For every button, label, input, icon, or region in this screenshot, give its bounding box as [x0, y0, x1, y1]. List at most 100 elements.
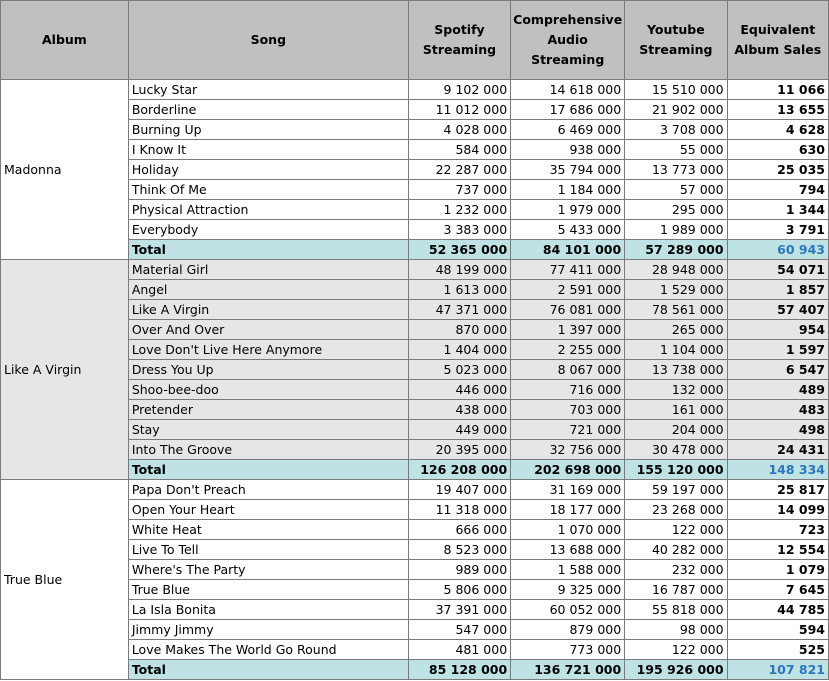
table-row: Think Of Me 737 000 1 184 000 57 000 794: [1, 179, 829, 200]
song-cell: Physical Attraction: [127, 199, 409, 220]
song-cell: Where's The Party: [127, 559, 409, 580]
spotify-cell: 449 000: [407, 419, 512, 440]
spotify-cell: 3 383 000: [407, 219, 512, 240]
table-row: La Isla Bonita 37 391 000 60 052 000 55 818…: [1, 599, 829, 620]
table-row: Live To Tell 8 523 000 13 688 000 40 282 00…: [1, 539, 829, 560]
eas-cell: 498: [726, 419, 829, 440]
total-song-cell: Total: [127, 659, 409, 680]
song-cell: Love Makes The World Go Round: [127, 639, 409, 660]
song-cell: Love Don't Live Here Anymore: [127, 339, 409, 360]
spotify-cell: 19 407 000: [407, 479, 512, 500]
eas-cell: 1 857: [726, 279, 829, 300]
table-row: Holiday 22 287 000 35 794 000 13 773 000 25 …: [1, 159, 829, 180]
table-row: Love Makes The World Go Round 481 000 773 …: [1, 639, 829, 660]
spotify-cell: 37 391 000: [407, 599, 512, 620]
audio-cell: 60 052 000: [510, 599, 626, 620]
youtube-cell: 204 000: [624, 419, 728, 440]
song-cell: Like A Virgin: [127, 299, 409, 320]
audio-cell: 31 169 000: [510, 479, 626, 500]
eas-cell: 12 554: [726, 539, 829, 560]
total-spotify-cell: 126 208 000: [407, 459, 512, 480]
total-eas-cell: 107 821: [726, 659, 829, 680]
song-cell: White Heat: [127, 519, 409, 540]
spotify-cell: 20 395 000: [407, 439, 512, 460]
album-name-cell: True Blue: [0, 479, 129, 680]
song-cell: Stay: [127, 419, 409, 440]
audio-cell: 716 000: [510, 379, 626, 400]
audio-cell: 721 000: [510, 419, 626, 440]
youtube-cell: 98 000: [624, 619, 728, 640]
song-cell: Pretender: [127, 399, 409, 420]
eas-cell: 723: [726, 519, 829, 540]
youtube-cell: 15 510 000: [624, 79, 728, 100]
audio-cell: 1 397 000: [510, 319, 626, 340]
song-cell: Burning Up: [127, 119, 409, 140]
eas-cell: 44 785: [726, 599, 829, 620]
audio-cell: 1 184 000: [510, 179, 626, 200]
eas-cell: 7 645: [726, 579, 829, 600]
spotify-cell: 11 012 000: [407, 99, 512, 120]
spotify-cell: 5 023 000: [407, 359, 512, 380]
total-youtube-cell: 195 926 000: [624, 659, 728, 680]
total-eas-cell: 60 943: [726, 239, 829, 260]
song-cell: Holiday: [127, 159, 409, 180]
table-row: Open Your Heart 11 318 000 18 177 000 23 26…: [1, 499, 829, 520]
table-row: Where's The Party 989 000 1 588 000 232 000…: [1, 559, 829, 580]
spotify-cell: 48 199 000: [407, 259, 512, 280]
audio-cell: 13 688 000: [510, 539, 626, 560]
album-name-cell: Like A Virgin: [0, 259, 129, 480]
table-row: Dress You Up 5 023 000 8 067 000 13 738 000…: [1, 359, 829, 380]
song-cell: Everybody: [127, 219, 409, 240]
audio-cell: 703 000: [510, 399, 626, 420]
youtube-cell: 265 000: [624, 319, 728, 340]
song-cell: Shoo-bee-doo: [127, 379, 409, 400]
song-cell: Angel: [127, 279, 409, 300]
table-row: Physical Attraction 1 232 000 1 979 000 295…: [1, 199, 829, 220]
total-eas-cell: 148 334: [726, 459, 829, 480]
total-youtube-cell: 57 289 000: [624, 239, 728, 260]
song-cell: Dress You Up: [127, 359, 409, 380]
spotify-cell: 22 287 000: [407, 159, 512, 180]
audio-cell: 17 686 000: [510, 99, 626, 120]
youtube-cell: 1 529 000: [624, 279, 728, 300]
table-row: Pretender 438 000 703 000 161 000 483: [1, 399, 829, 420]
eas-cell: 3 791: [726, 219, 829, 240]
eas-cell: 4 628: [726, 119, 829, 140]
table-row: Like A Virgin Material Girl 48 199 000 77 4…: [0, 259, 829, 480]
eas-cell: 24 431: [726, 439, 829, 460]
youtube-cell: 78 561 000: [624, 299, 728, 320]
spotify-cell: 547 000: [407, 619, 512, 640]
audio-cell: 6 469 000: [510, 119, 626, 140]
song-cell: Lucky Star: [127, 79, 409, 100]
spotify-cell: 11 318 000: [407, 499, 512, 520]
youtube-cell: 59 197 000: [624, 479, 728, 500]
youtube-cell: 122 000: [624, 639, 728, 660]
audio-cell: 32 756 000: [510, 439, 626, 460]
song-cell: Into The Groove: [127, 439, 409, 460]
spotify-cell: 1 404 000: [407, 339, 512, 360]
song-cell: I Know It: [127, 139, 409, 160]
eas-cell: 489: [726, 379, 829, 400]
song-cell: Think Of Me: [127, 179, 409, 200]
eas-cell: 54 071: [726, 259, 829, 280]
table-row: Love Don't Live Here Anymore 1 404 000 2 2…: [1, 339, 829, 360]
eas-cell: 6 547: [726, 359, 829, 380]
eas-cell: 483: [726, 399, 829, 420]
total-row: Total 85 128 000 136 721 000 195 926 000 107…: [1, 659, 829, 680]
table-row: Borderline 11 012 000 17 686 000 21 902 000…: [1, 99, 829, 120]
audio-cell: 14 618 000: [510, 79, 626, 100]
total-row: Total 52 365 000 84 101 000 57 289 000 60 94…: [1, 239, 829, 260]
spotify-cell: 4 028 000: [407, 119, 512, 140]
audio-cell: 938 000: [510, 139, 626, 160]
eas-cell: 13 655: [726, 99, 829, 120]
table-row: True Blue Papa Don't Preach 19 407 000 31 1…: [0, 479, 829, 680]
youtube-cell: 232 000: [624, 559, 728, 580]
total-audio-cell: 202 698 000: [510, 459, 626, 480]
eas-cell: 1 079: [726, 559, 829, 580]
eas-cell: 954: [726, 319, 829, 340]
youtube-cell: 55 000: [624, 139, 728, 160]
table-row: True Blue 5 806 000 9 325 000 16 787 000 7 6…: [1, 579, 829, 600]
eas-cell: 594: [726, 619, 829, 640]
total-audio-cell: 136 721 000: [510, 659, 626, 680]
song-cell: Over And Over: [127, 319, 409, 340]
